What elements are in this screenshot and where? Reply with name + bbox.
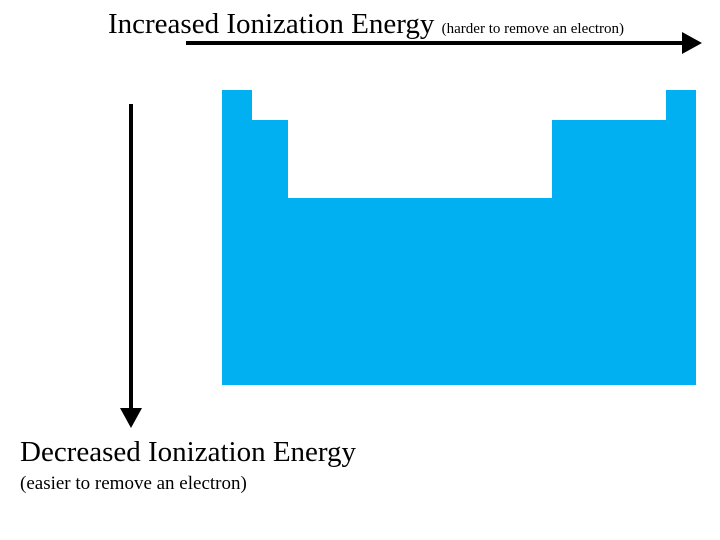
- decrease-label-note: (easier to remove an electron): [20, 473, 247, 494]
- periodic-table-silhouette: [222, 90, 696, 385]
- increase-label: Increased Ionization Energy (harder to r…: [108, 6, 624, 47]
- increase-label-main: Increased Ionization Energy: [108, 8, 435, 40]
- increase-arrow: [186, 32, 702, 54]
- decrease-label-main: Decreased Ionization Energy: [20, 436, 357, 468]
- decrease-arrow: [120, 104, 142, 428]
- increase-label-note: (harder to remove an electron): [441, 21, 625, 37]
